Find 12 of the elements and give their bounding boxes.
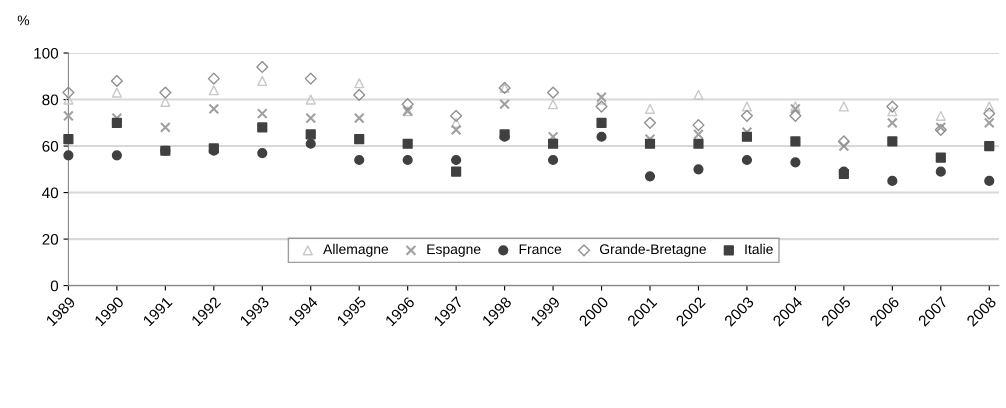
y-tick-label: 100	[34, 47, 59, 59]
legend-label: Espagne	[427, 244, 481, 257]
legend-label: Allemagne	[323, 243, 389, 257]
y-tick-label: 0	[50, 280, 59, 292]
y-tick-label: 40	[42, 187, 59, 199]
y-tick-label: 20	[42, 233, 59, 245]
legend-label: Grande-Bretagne	[599, 243, 706, 257]
y-axis-title: %	[17, 15, 30, 26]
legend-label: Italie	[745, 243, 773, 255]
legend-label: France	[519, 244, 562, 255]
y-tick-label: 60	[42, 140, 59, 152]
y-tick-label: 80	[42, 94, 59, 106]
